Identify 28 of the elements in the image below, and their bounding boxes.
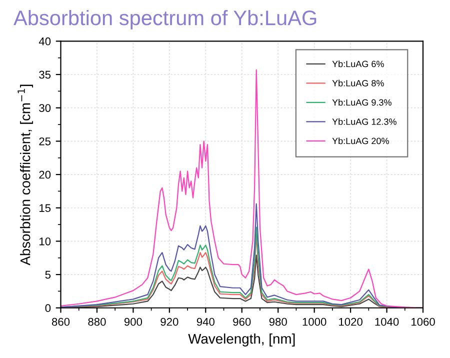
legend-label: Yb:LuAG 20% xyxy=(332,138,389,144)
y-axis-title: Absorbtion coefficient, [cm$^{−1}$] xyxy=(18,84,33,266)
x-tick-label: 980 xyxy=(269,318,287,326)
x-tick-label: 940 xyxy=(196,318,214,326)
chart-title: Absorbtion spectrum of Yb:LuAG xyxy=(14,10,316,30)
y-tick-label: 40 xyxy=(38,37,51,46)
y-tick-label: 10 xyxy=(40,237,51,246)
x-axis-title: Wavelength, [nm] xyxy=(188,334,295,346)
x-tick-label: 900 xyxy=(124,318,142,326)
y-tick-label: 5 xyxy=(45,270,51,279)
x-tick-label: 960 xyxy=(233,318,251,326)
x-tick-label: 1020 xyxy=(339,318,362,326)
y-tick-label: 30 xyxy=(39,104,51,112)
legend-label: Yb:LuAG 8% xyxy=(332,80,384,86)
y-tick-label: 0 xyxy=(45,304,51,312)
legend-label: Yb:LuAG 9.3% xyxy=(332,99,392,106)
x-tick-label: 920 xyxy=(160,318,178,326)
legend-label: Yb:LuAG 6% xyxy=(332,60,384,68)
x-tick-label: 860 xyxy=(52,318,70,326)
y-tick-label: 25 xyxy=(39,137,51,146)
x-tick-label: 880 xyxy=(88,318,106,326)
x-tick-label: 1060 xyxy=(411,318,435,326)
legend-label: Yb:LuAG 12.3% xyxy=(332,118,396,125)
x-tick-label: 1040 xyxy=(375,318,399,326)
y-tick-label: 20 xyxy=(39,170,51,179)
x-tick-label: 1000 xyxy=(302,318,326,326)
y-tick-label: 35 xyxy=(39,70,51,79)
y-tick-label: 15 xyxy=(40,204,51,212)
